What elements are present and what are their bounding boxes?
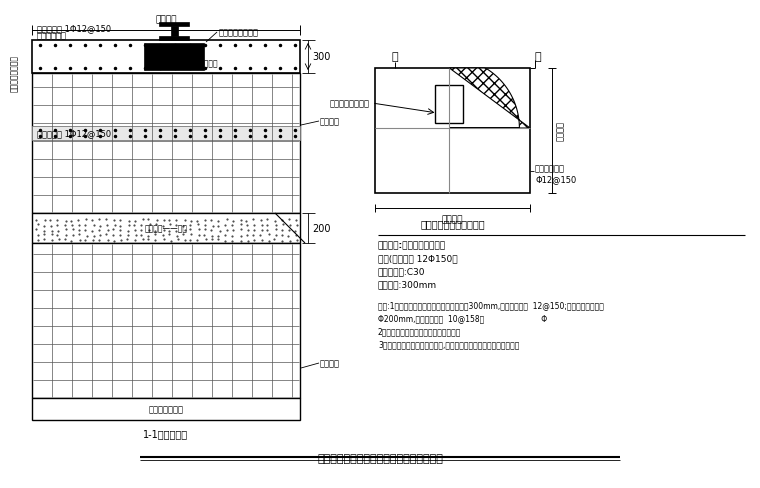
Text: 楼板下室顶板结构: 楼板下室顶板结构 <box>9 55 18 92</box>
Text: 基础厚度:300mm: 基础厚度:300mm <box>378 280 437 288</box>
Text: 二: 二 <box>391 52 398 62</box>
Bar <box>144 44 204 71</box>
Text: 板的长度: 板的长度 <box>155 15 177 24</box>
Text: 施工电梯预埋基础: 施工电梯预埋基础 <box>219 28 259 38</box>
Text: 配筋双层双向
Φ12@150: 配筋双层双向 Φ12@150 <box>535 164 576 183</box>
Text: 基础尺寸:负一层顶板的尺寸: 基础尺寸:负一层顶板的尺寸 <box>378 241 446 249</box>
Bar <box>159 23 189 27</box>
Bar <box>32 244 300 398</box>
Bar <box>170 27 178 37</box>
Text: 混凝土强度:C30: 混凝土强度:C30 <box>378 266 426 275</box>
Bar <box>32 398 300 420</box>
Text: 200: 200 <box>312 224 331 234</box>
Text: Φ200mm,钢筋双层双向  10@158；                        Φ: Φ200mm,钢筋双层双向 10@158； Φ <box>378 313 547 323</box>
Text: 碎石垫层——垫层: 碎石垫层——垫层 <box>144 224 188 233</box>
Bar <box>375 69 530 194</box>
Text: 3、若施工电梯基础建在箱梁上,则仍两侧箱梁都要同时做加强处理。: 3、若施工电梯基础建在箱梁上,则仍两侧箱梁都要同时做加强处理。 <box>378 339 519 348</box>
Text: 施工电梯基础: 施工电梯基础 <box>37 31 67 41</box>
Bar <box>159 37 189 41</box>
Text: 配双层双向 1Φ12@150: 配双层双向 1Φ12@150 <box>37 129 111 138</box>
Polygon shape <box>449 69 530 129</box>
Text: 回填钢管: 回填钢管 <box>320 359 340 368</box>
Text: 加密地下室面板钢筋: 加密地下室面板钢筋 <box>177 60 219 68</box>
Bar <box>32 74 300 214</box>
Text: 板的宽度: 板的宽度 <box>556 121 565 141</box>
Text: 建筑结构加厚作为人货梯基础浇筑做法详图: 建筑结构加厚作为人货梯基础浇筑做法详图 <box>317 453 443 463</box>
Bar <box>32 127 300 141</box>
Text: 楼下室二层底板: 楼下室二层底板 <box>148 405 183 414</box>
Bar <box>435 86 464 124</box>
Text: 300: 300 <box>312 52 331 62</box>
Bar <box>32 214 300 244</box>
Text: 回填钢管: 回填钢管 <box>320 117 340 126</box>
Text: 施工电梯基础平面示意图: 施工电梯基础平面示意图 <box>420 219 485 228</box>
Bar <box>32 41 300 74</box>
Text: 一: 一 <box>535 52 541 62</box>
Text: 2、人防区负一层底板钢筋和钢筋不变。: 2、人防区负一层底板钢筋和钢筋不变。 <box>378 326 461 335</box>
Text: 1-1剖面大样图: 1-1剖面大样图 <box>144 428 188 438</box>
Text: 施工电梯预埋基座: 施工电梯预埋基座 <box>330 99 370 108</box>
Text: 配筋(双层双向 12Φ150）: 配筋(双层双向 12Φ150） <box>378 253 458 263</box>
Text: 配双层双向 1Φ12@150: 配双层双向 1Φ12@150 <box>37 24 111 34</box>
Text: 说明:1、人货梯基础位置的顶板厚度加厚为300mm,钢筋双层双向  12@150;负一层底板加厚为: 说明:1、人货梯基础位置的顶板厚度加厚为300mm,钢筋双层双向 12@150;… <box>378 301 604 309</box>
Text: 板的长度: 板的长度 <box>442 215 464 224</box>
